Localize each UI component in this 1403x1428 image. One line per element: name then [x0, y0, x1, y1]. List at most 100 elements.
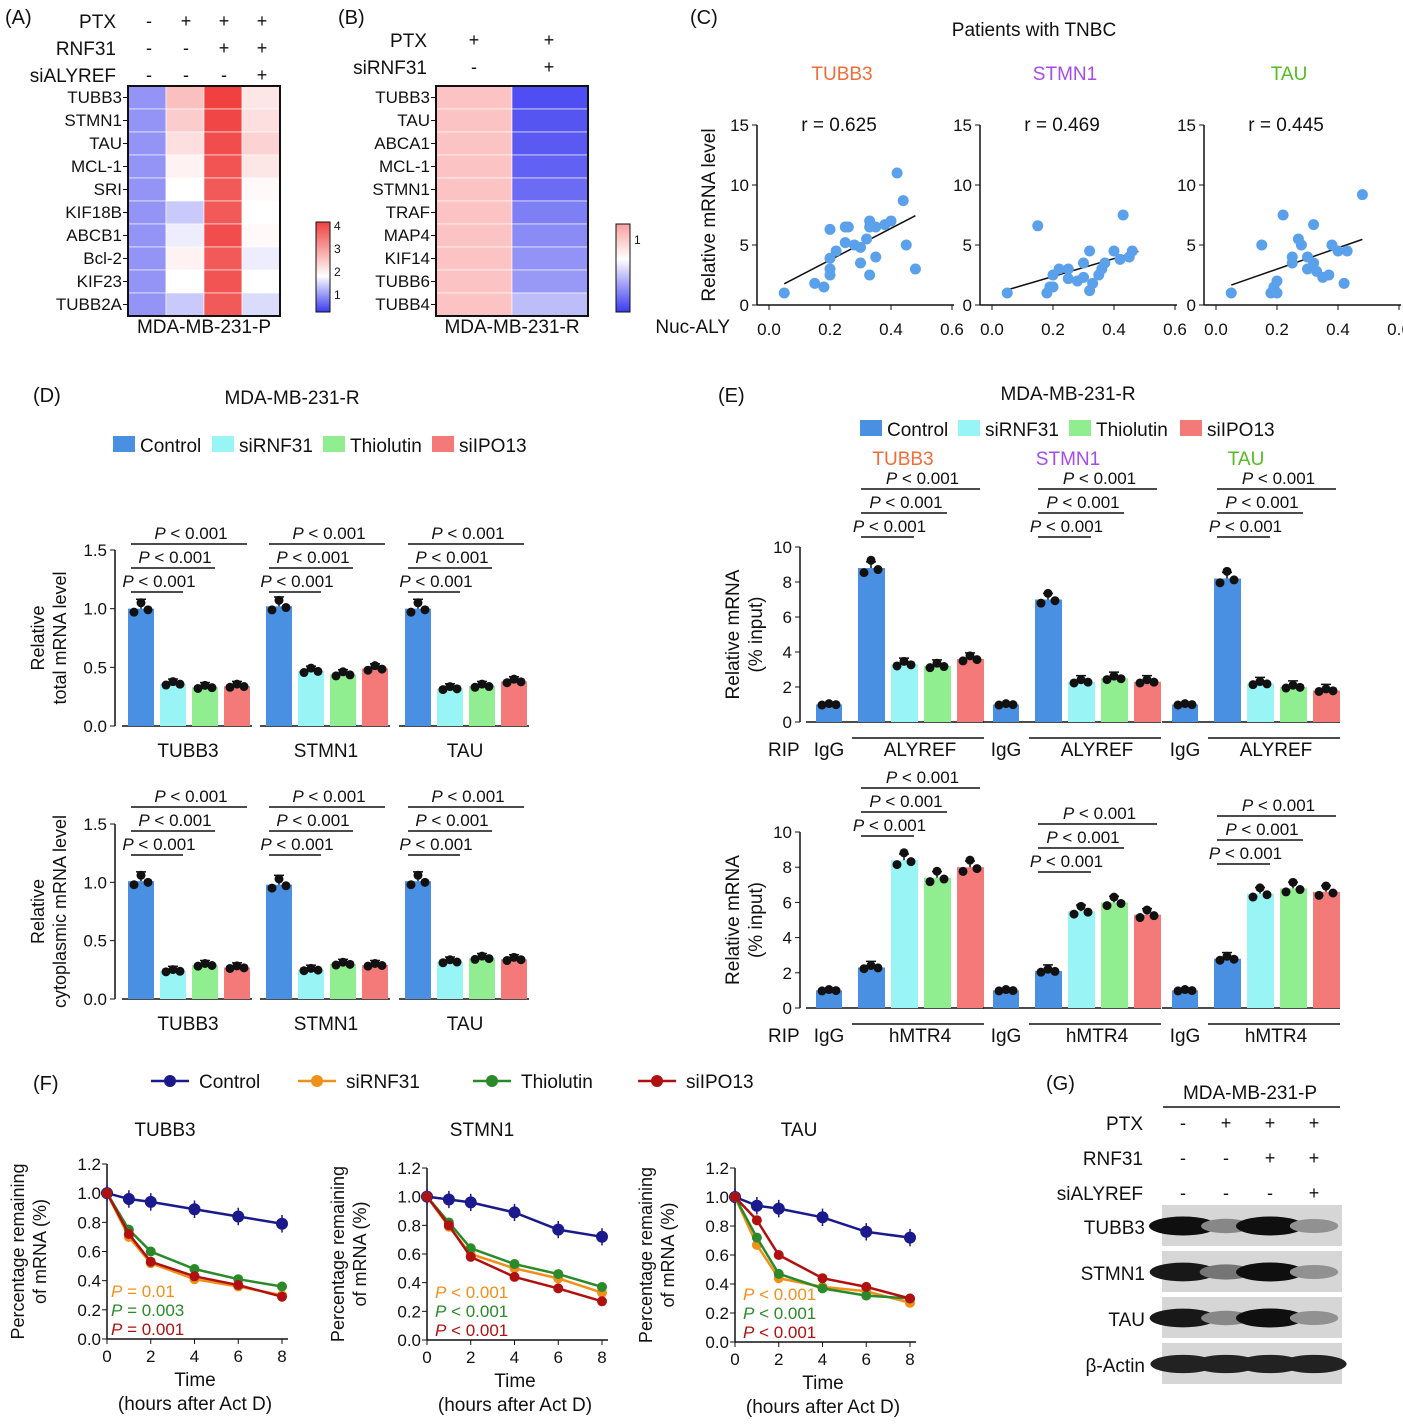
p-value-label: P < 0.001	[1209, 517, 1282, 536]
data-point	[1323, 269, 1335, 281]
replicate-dot	[299, 668, 309, 678]
gene-title: STMN1	[1033, 64, 1097, 85]
y-axis-label: (% input)	[746, 596, 767, 672]
p-value-label: P = 0.001	[111, 1320, 184, 1339]
p-value-label: P < 0.001	[743, 1285, 816, 1304]
replicate-dot	[484, 682, 494, 692]
data-point	[870, 221, 882, 233]
data-point	[465, 1243, 476, 1254]
condition-sign: +	[1221, 1113, 1232, 1133]
data-point	[123, 1229, 134, 1239]
replicate-dot	[175, 966, 185, 976]
replicate-dot	[1135, 678, 1145, 688]
bar	[1035, 971, 1062, 1008]
replicate-dot	[232, 961, 242, 971]
x-axis-label: (hours after Act D)	[118, 1394, 272, 1415]
blot-label: β-Actin	[1086, 1356, 1146, 1377]
replicate-dot	[331, 671, 341, 681]
x-axis-label: MDA-MB-231-R	[444, 317, 579, 338]
replicate-dot	[939, 874, 949, 884]
heatmap-cell	[435, 85, 513, 110]
data-point	[839, 237, 851, 249]
replicate-dot	[1288, 877, 1298, 887]
replicate-dot	[1328, 888, 1338, 898]
data-point	[509, 1259, 520, 1270]
heatmap-cell	[203, 108, 243, 133]
y-tick-label: 0.4	[397, 1274, 421, 1293]
panel-letter-c: (C)	[690, 7, 718, 29]
replicate-dot	[516, 955, 526, 965]
chart-title: MDA-MB-231-P	[1183, 1083, 1317, 1104]
replicate-dot	[932, 866, 942, 876]
heatmap-frame	[127, 85, 281, 317]
gene-title: TUBB3	[872, 449, 933, 470]
legend-label: Thiolutin	[350, 436, 422, 457]
y-tick-label: 8	[783, 858, 792, 877]
series-line	[734, 1196, 911, 1300]
data-point	[145, 1246, 156, 1257]
heatmap-cell	[241, 223, 281, 248]
blot-label: TAU	[1108, 1310, 1145, 1331]
series-line	[426, 1195, 603, 1303]
heatmap-cell	[203, 246, 243, 271]
y-tick-label: 10	[953, 176, 972, 195]
bar	[1035, 599, 1062, 722]
data-point	[1271, 275, 1283, 287]
panel-letter-a: (A)	[5, 7, 32, 29]
replicate-dot	[1288, 680, 1298, 690]
heatmap-cell	[127, 154, 167, 179]
p-value-label: P < 0.001	[292, 787, 365, 806]
y-tick-label: 0.6	[397, 1245, 421, 1264]
data-point	[509, 1271, 520, 1282]
bar	[858, 568, 885, 722]
replicate-dot	[1001, 699, 1011, 709]
x-tick-label: 4	[190, 1347, 199, 1366]
replicate-dot	[161, 967, 171, 977]
p-value-label: P < 0.001	[1046, 493, 1119, 512]
condition-sign: -	[146, 65, 152, 85]
y-axis-label: cytoplasmic mRNA level	[50, 815, 70, 1008]
replicate-dot	[281, 603, 291, 613]
data-point	[1341, 245, 1353, 257]
data-point	[1225, 287, 1237, 299]
igg-label: IgG	[814, 740, 845, 761]
replicate-dot	[338, 667, 348, 677]
replicate-dot	[906, 660, 916, 670]
p-value-label: P < 0.001	[138, 811, 211, 830]
y-tick-label: 0.8	[705, 1217, 729, 1236]
scale-tick: 1	[634, 233, 641, 247]
condition-sign: -	[1180, 1113, 1186, 1133]
data-point	[277, 1281, 287, 1292]
replicate-dot	[168, 965, 178, 975]
replicate-dot	[859, 964, 869, 974]
data-point	[552, 1223, 565, 1236]
heatmap-cell	[127, 108, 167, 133]
x-axis-label: Nuc-ALY	[655, 317, 730, 338]
data-point	[817, 1273, 828, 1284]
blot-band	[1236, 1216, 1304, 1236]
p-value-label: P = 0.003	[111, 1301, 184, 1320]
p-value-label: P < 0.001	[435, 1302, 508, 1321]
y-tick-label: 2	[783, 678, 792, 697]
heatmap-cell	[511, 292, 589, 317]
y-tick-label: 0.0	[77, 1330, 101, 1349]
data-point	[1256, 239, 1268, 251]
replicate-dot	[1149, 911, 1159, 921]
replicate-dot	[1173, 700, 1183, 710]
p-value-label: P < 0.001	[122, 835, 195, 854]
data-point	[818, 281, 830, 293]
y-tick-label: 1.0	[397, 1188, 421, 1207]
replicate-dot	[377, 961, 387, 971]
gene-label: KIF23	[77, 272, 122, 291]
data-point	[1286, 257, 1298, 269]
replicate-dot	[1083, 677, 1093, 687]
y-tick-label: 4	[783, 643, 792, 662]
replicate-dot	[438, 685, 448, 695]
heatmap-cell	[511, 200, 589, 225]
replicate-dot	[1102, 675, 1112, 685]
replicate-dot	[484, 954, 494, 964]
gene-label: TUBB3	[67, 88, 122, 107]
replicate-dot	[925, 663, 935, 673]
x-tick-label: 6	[862, 1350, 871, 1369]
data-point	[1295, 239, 1307, 251]
